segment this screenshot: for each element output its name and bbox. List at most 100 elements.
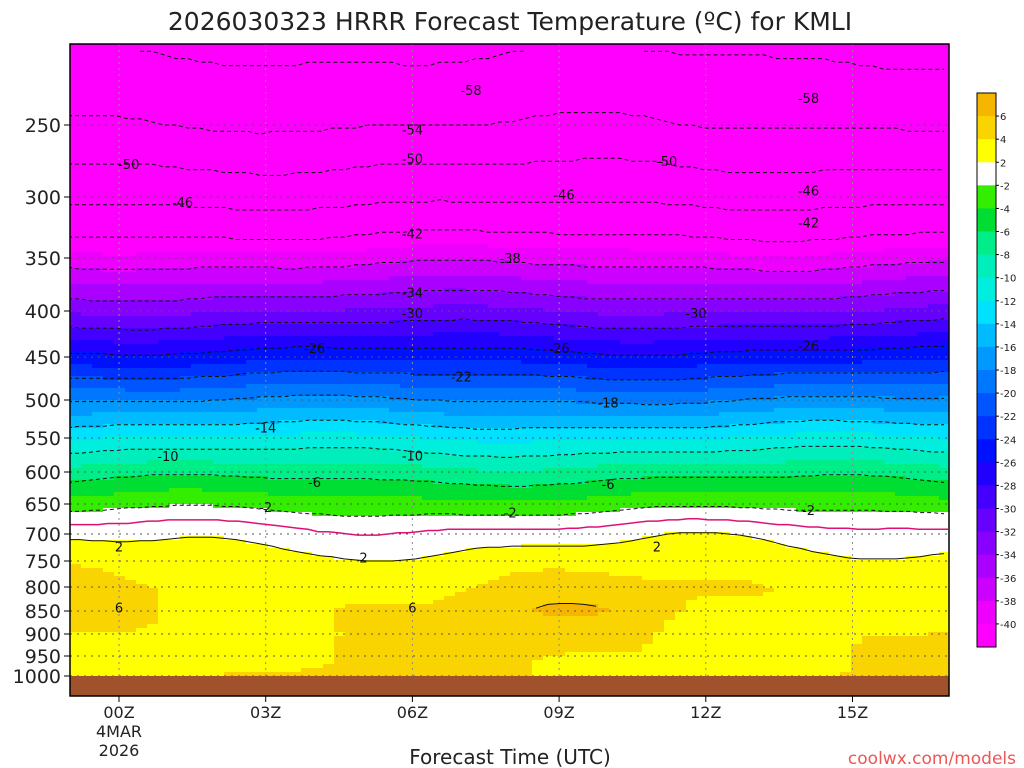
contour-label: -46 (553, 188, 574, 203)
colorbar-swatch (977, 623, 996, 648)
contour-label: -50 (656, 155, 677, 170)
colorbar-label: -32 (1000, 528, 1016, 539)
contour-label: -30 (685, 307, 706, 322)
contour-lines (70, 50, 948, 609)
colorbar-swatch (977, 277, 996, 302)
contour-label: -46 (798, 184, 819, 199)
colorbar-swatch (977, 208, 996, 232)
contour-label: -10 (157, 450, 178, 465)
contour-label: -26 (304, 342, 325, 357)
y-tick-label: 950 (25, 646, 61, 668)
colorbar-swatch (977, 162, 996, 186)
contour-label: -46 (172, 196, 193, 211)
colorbar-label: -36 (1000, 574, 1016, 585)
colorbar-swatch (977, 346, 996, 371)
colorbar-label: -2 (1000, 181, 1010, 192)
colorbar-swatch (977, 393, 996, 417)
plot-area (70, 44, 949, 696)
contour-label: 2 (115, 541, 123, 556)
contour-label: -50 (118, 158, 139, 173)
contour-label: 6 (408, 602, 416, 617)
contour-label: -26 (798, 340, 819, 355)
colorbar-swatch (977, 231, 996, 256)
colorbar-label: -34 (1000, 551, 1016, 562)
contour-label: -10 (402, 449, 423, 464)
contour-label: -30 (402, 307, 423, 322)
ground-mask (70, 676, 949, 696)
contour-labels: -58 -58 -54 -50 -50 -50 -46 -46 -46 -42 -42 -38 -34 -… (115, 84, 819, 617)
grid-lines (70, 44, 949, 696)
contour-label: -6 (602, 478, 615, 493)
contour-label: -2 (259, 501, 272, 516)
colorbar-swatch (977, 93, 996, 117)
colorbar-swatch (977, 370, 996, 394)
y-tick-label: 450 (25, 347, 61, 369)
colorbar-label: -28 (1000, 481, 1016, 492)
date-label-day: 4MAR (96, 722, 142, 741)
colorbar-label: -40 (1000, 620, 1016, 631)
colorbar-label: -8 (1000, 251, 1010, 262)
y-tick-label: 550 (25, 428, 61, 450)
x-axis-title: Forecast Time (UTC) (409, 745, 611, 768)
colorbar-label: -14 (1000, 320, 1016, 331)
y-tick-label: 350 (25, 248, 61, 270)
contour-label: -6 (308, 476, 321, 491)
colorbar-swatch (977, 485, 996, 509)
colorbar-swatch (977, 508, 996, 533)
colorbar-swatch (977, 323, 996, 348)
colorbar-swatch (977, 600, 996, 625)
y-tick-label: 300 (25, 187, 61, 209)
x-tick-label: 12Z (690, 703, 721, 722)
contour-label: -58 (460, 84, 481, 99)
colorbar-label: 6 (1000, 112, 1006, 123)
contour-label: -50 (402, 152, 423, 167)
contour-label: -18 (597, 396, 618, 411)
x-tick-label: 09Z (543, 703, 574, 722)
colorbar-label: -16 (1000, 343, 1016, 354)
contour-label: -22 (451, 370, 472, 385)
plot-frame (69, 43, 950, 697)
colorbar-label: -30 (1000, 505, 1016, 516)
date-label-year: 2026 (99, 741, 140, 760)
colorbar-label: -12 (1000, 297, 1016, 308)
y-tick-label: 800 (25, 577, 61, 599)
colorbar-label: -20 (1000, 389, 1016, 400)
colorbar-swatch (977, 300, 996, 325)
contour-label: -42 (402, 228, 423, 243)
x-tick-label: 15Z (837, 703, 868, 722)
y-tick-label: 700 (25, 524, 61, 546)
colorbar-swatch (977, 254, 996, 279)
contour-label: -42 (798, 217, 819, 232)
colorbar-label: -10 (1000, 274, 1016, 285)
y-tick-label: 400 (25, 301, 61, 323)
x-axis: 00Z 03Z 06Z 09Z 12Z 15Z (103, 696, 868, 722)
y-tick-label: 650 (25, 494, 61, 516)
colorbar-swatch (977, 416, 996, 440)
contour-label: 6 (115, 602, 123, 617)
temperature-fill (70, 44, 949, 696)
y-tick-label: 750 (25, 551, 61, 573)
colorbar-label: -38 (1000, 597, 1016, 608)
colorbar-swatch (977, 577, 996, 602)
colorbar-swatch (977, 139, 996, 163)
colorbar-label: -26 (1000, 458, 1016, 469)
colorbar-label: -18 (1000, 366, 1016, 377)
colorbar-swatch (977, 531, 996, 556)
contour-label: -54 (402, 124, 423, 139)
contour-label: -26 (548, 342, 569, 357)
contour-label: -14 (255, 422, 276, 437)
colorbar-swatch (977, 554, 996, 579)
colorbar-label: -4 (1000, 204, 1010, 215)
y-tick-label: 500 (25, 390, 61, 412)
contour-label: -34 (402, 287, 423, 302)
colorbar-swatch (977, 439, 996, 463)
contour-label: -58 (798, 92, 819, 107)
y-tick-label: 250 (25, 115, 61, 137)
colorbar-label: -6 (1000, 228, 1010, 239)
colorbar-swatch (977, 116, 996, 140)
y-axis: 2503003504004505005506006507007508008509… (13, 115, 70, 688)
contour-label: 2 (359, 551, 367, 566)
colorbar: 6 4 2 -2 -4 -6 -8 -10 -12 -14 -16 -18 -20 -22 -24 -26 -2… (976, 92, 1016, 648)
contour-label: -2 (802, 504, 815, 519)
